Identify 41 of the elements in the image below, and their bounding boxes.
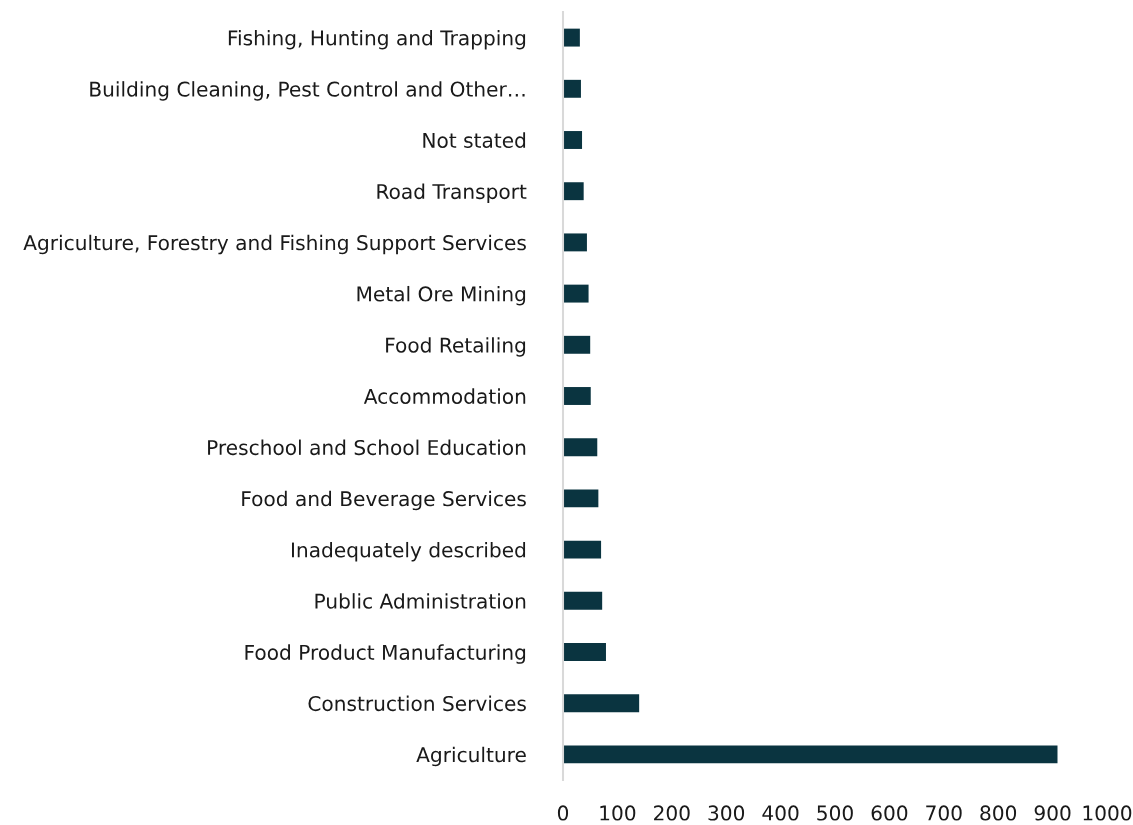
bar (563, 591, 603, 610)
y-tick-label: Food Product Manufacturing (245, 644, 526, 664)
bar (563, 643, 606, 661)
bar (563, 182, 584, 201)
bar (563, 540, 602, 559)
y-tick-label: Public Administration (315, 593, 526, 609)
y-tick-label: Construction Services (308, 695, 526, 712)
bar (563, 387, 591, 405)
bar (563, 489, 599, 508)
y-tick-label: Agriculture, Forestry and Fishing Support Services (23, 234, 526, 255)
x-tick-label: 900 (1034, 805, 1071, 821)
x-tick-label: 400 (762, 805, 799, 821)
y-tick-label: Fishing, Hunting and Trapping (228, 29, 526, 50)
y-tick-label: Inadequately described (291, 541, 526, 562)
x-tick-label: 1000 (1083, 805, 1132, 821)
bar (563, 79, 581, 98)
y-tick-label: Agriculture (416, 746, 526, 767)
bar (563, 745, 1058, 764)
y-tick-label: Accommodation (363, 388, 526, 404)
bar (563, 131, 583, 149)
y-tick-label: Road Transport (377, 183, 527, 204)
y-tick-label: Metal Ore Mining (357, 285, 526, 306)
bar (563, 28, 580, 47)
y-tick-label: Preschool and School Education (208, 439, 526, 456)
y-tick-label: Building Cleaning, Pest Control and Other… (90, 81, 525, 101)
x-tick-label: 200 (654, 805, 690, 821)
bar (563, 438, 598, 457)
y-tick-label: Not stated (423, 132, 526, 148)
x-tick-label: 300 (708, 805, 745, 821)
x-tick-label: 500 (817, 805, 853, 821)
x-tick-label: 0 (557, 805, 569, 821)
x-tick-label: 700 (926, 805, 962, 821)
x-tick-label: 800 (980, 805, 1017, 821)
y-tick-label: Food Retailing (386, 337, 526, 357)
y-tick-label: Food and Beverage Services (242, 490, 526, 511)
bar (563, 694, 640, 713)
x-tick-label: 600 (871, 805, 908, 821)
bar (563, 335, 591, 354)
bar (563, 233, 587, 252)
x-tick-label: 100 (600, 805, 636, 821)
bar (563, 284, 589, 303)
